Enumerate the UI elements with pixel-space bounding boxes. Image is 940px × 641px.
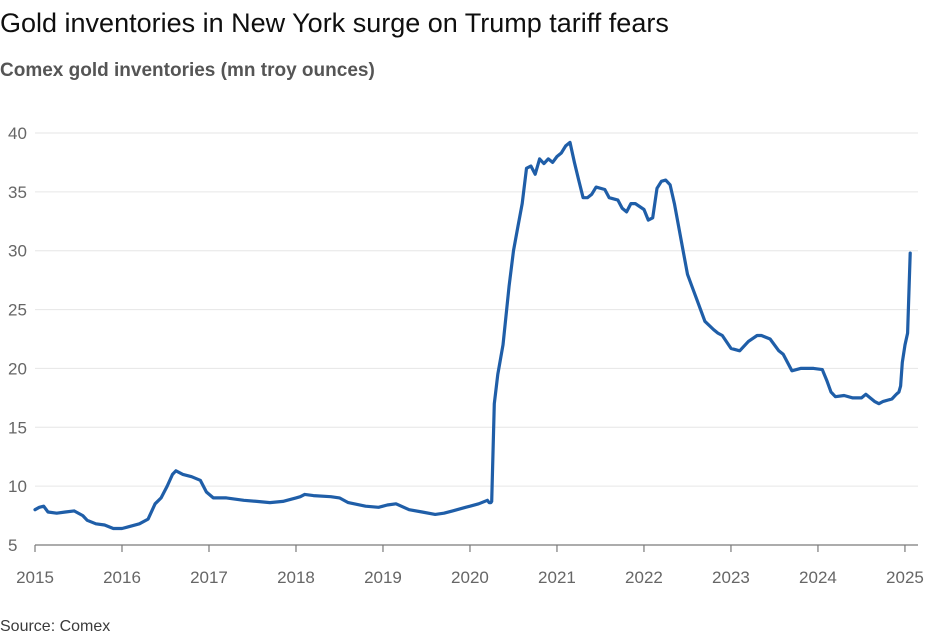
- series-line-0: [33, 140, 912, 531]
- y-tick-label-40: 40: [8, 124, 27, 143]
- series-layer: [33, 140, 912, 531]
- x-tick-label-2025: 2025: [886, 568, 924, 587]
- x-tick-label-2024: 2024: [799, 568, 837, 587]
- y-axis-tick-labels: 5 10 15 20 25 30 35 40: [8, 124, 27, 555]
- x-axis: 2015 2016 2017 2018 2019 2020 2021 2022 2023 2024…: [16, 544, 924, 587]
- chart-subtitle: Comex gold inventories (mn troy ounces): [0, 60, 375, 81]
- gridlines: [35, 132, 918, 487]
- y-tick-label-20: 20: [8, 359, 27, 378]
- y-tick-label-35: 35: [8, 183, 27, 202]
- x-tick-label-2018: 2018: [277, 568, 315, 587]
- y-tick-label-30: 30: [8, 242, 27, 261]
- x-tick-label-2020: 2020: [451, 568, 489, 587]
- source-note: Source: Comex: [0, 618, 111, 635]
- x-tick-label-2023: 2023: [712, 568, 750, 587]
- y-tick-label-15: 15: [8, 418, 27, 437]
- x-tick-label-2017: 2017: [190, 568, 228, 587]
- x-tick-label-2021: 2021: [538, 568, 576, 587]
- y-tick-label-5: 5: [8, 536, 17, 555]
- x-tick-label-2015: 2015: [16, 568, 54, 587]
- y-tick-label-10: 10: [8, 477, 27, 496]
- x-tick-label-2022: 2022: [625, 568, 663, 587]
- x-tick-label-2019: 2019: [364, 568, 402, 587]
- chart-title: Gold inventories in New York surge on Tr…: [0, 8, 669, 38]
- x-tick-label-2016: 2016: [103, 568, 141, 587]
- y-tick-label-25: 25: [8, 301, 27, 320]
